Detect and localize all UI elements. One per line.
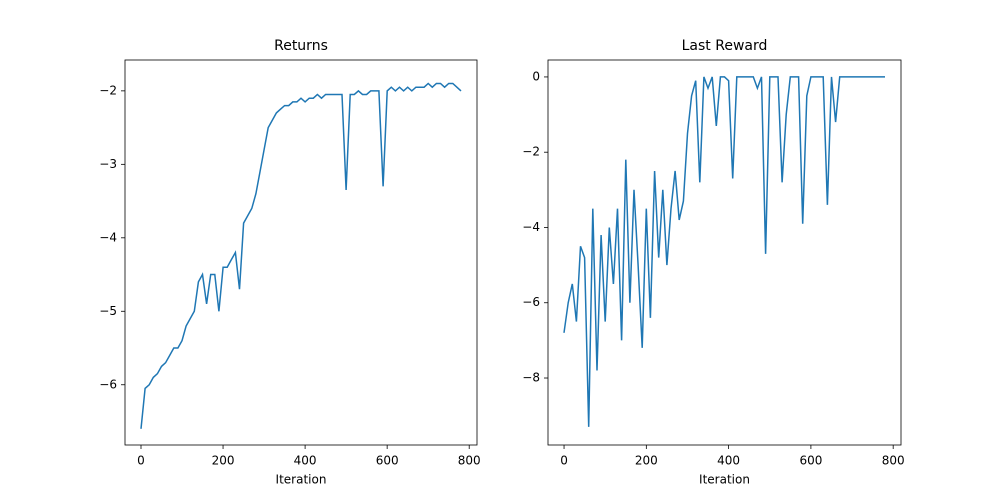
y-tick-label: −3 <box>99 157 117 171</box>
x-tick-label: 400 <box>294 454 317 468</box>
y-tick-label: −5 <box>99 304 117 318</box>
chart-title: Returns <box>274 38 328 54</box>
line <box>563 76 885 427</box>
x-tick-label: 800 <box>458 454 481 468</box>
y-tick-label: −4 <box>99 230 117 244</box>
x-tick-label: 0 <box>137 454 145 468</box>
x-axis-label: Iteration <box>699 473 750 487</box>
y-tick-label: −4 <box>522 220 540 234</box>
x-tick-label: 200 <box>212 454 235 468</box>
x-tick-label: 0 <box>560 454 568 468</box>
x-tick-label: 200 <box>635 454 658 468</box>
line <box>140 82 462 429</box>
y-tick-label: −6 <box>99 377 117 391</box>
x-tick-label: 800 <box>882 454 905 468</box>
y-tick-label: −2 <box>522 145 540 159</box>
x-tick-label: 600 <box>376 454 399 468</box>
x-axis-label: Iteration <box>276 473 327 487</box>
y-tick-label: −8 <box>522 371 540 385</box>
y-tick-label: −2 <box>99 83 117 97</box>
axes-frame <box>547 59 902 446</box>
y-tick-label: −6 <box>522 295 540 309</box>
x-tick-label: 600 <box>799 454 822 468</box>
y-tick-label: 0 <box>532 69 540 83</box>
x-tick-label: 400 <box>717 454 740 468</box>
chart-title: Last Reward <box>682 38 768 54</box>
axes-frame <box>124 59 478 446</box>
